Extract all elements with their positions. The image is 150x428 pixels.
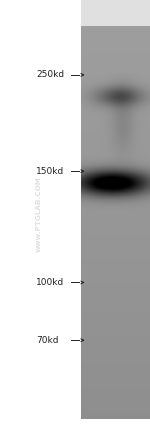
Text: 250kd: 250kd: [36, 70, 64, 80]
Text: 100kd: 100kd: [36, 278, 64, 287]
Text: www.PTGLAB.COM: www.PTGLAB.COM: [36, 176, 42, 252]
Text: 150kd: 150kd: [36, 166, 64, 176]
Text: 70kd: 70kd: [36, 336, 58, 345]
Bar: [81, 0, 150, 26]
